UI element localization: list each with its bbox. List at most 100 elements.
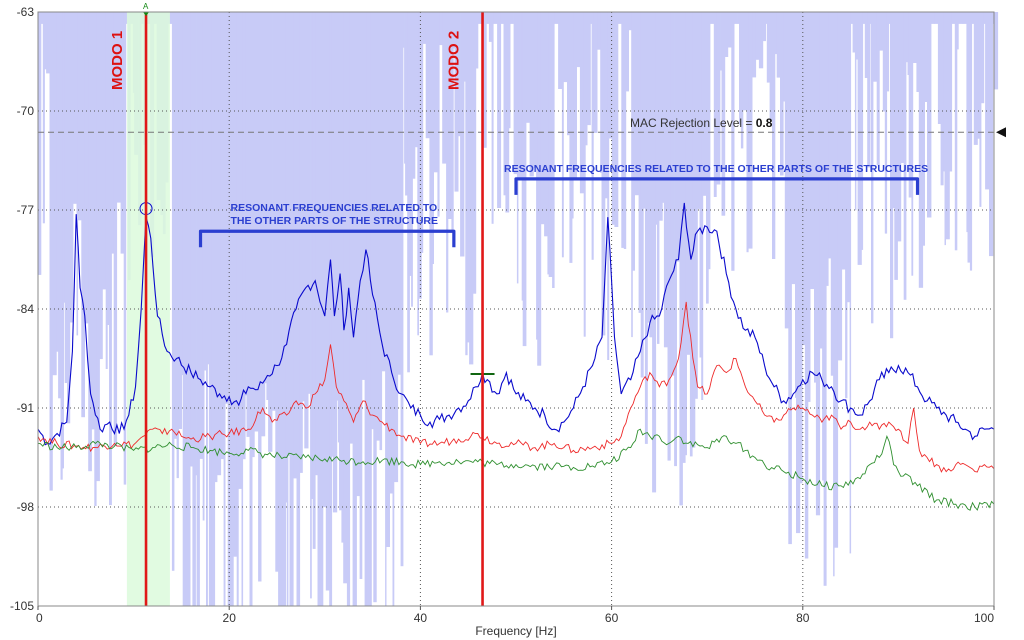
- mac-band-segment: [458, 12, 461, 137]
- mac-band-segment: [667, 12, 671, 461]
- mac-band-segment: [469, 12, 474, 365]
- mac-band-segment: [558, 12, 563, 89]
- mac-band-segment: [769, 12, 773, 121]
- series-blue-line: [37, 202, 995, 446]
- mac-band-segment: [713, 12, 717, 197]
- mac-band-segment: [621, 12, 625, 248]
- mac-band-segment: [393, 12, 399, 483]
- mac-band-segment: [63, 12, 66, 303]
- mac-band-segment: [77, 12, 82, 221]
- mac-band-segment: [655, 12, 658, 225]
- mac-band-segment: [943, 12, 945, 172]
- mac-band-segment: [202, 12, 205, 521]
- mac-band-segment: [706, 12, 709, 304]
- mac-band-segment: [223, 12, 226, 606]
- mac-band-segment: [439, 12, 443, 46]
- mac-band-segment: [864, 12, 868, 78]
- mac-band-segment: [830, 12, 834, 376]
- mac-band-segment: [81, 12, 85, 418]
- mac-band-segment: [261, 12, 266, 437]
- mode-lines-layer: MODO 1 MODO 2 A: [109, 2, 484, 606]
- mac-band-segment: [826, 12, 829, 286]
- mac-band-segment: [985, 12, 990, 190]
- mac-band-segment: [796, 12, 801, 534]
- mac-band-segment: [52, 12, 57, 376]
- mac-band-segment: [217, 12, 222, 476]
- mac-band-segment: [628, 12, 632, 31]
- mac-band-segment: [828, 12, 832, 259]
- mac-band-segment: [472, 12, 477, 294]
- mac-band-segment: [788, 12, 792, 545]
- mac-band-segment: [625, 12, 629, 92]
- mac-band-segment: [658, 12, 663, 221]
- mac-band-segment: [822, 12, 824, 481]
- mac-band-segment: [312, 12, 316, 549]
- mac-band-segment: [614, 12, 619, 227]
- mac-band-segment: [983, 12, 986, 24]
- mac-band-segment: [123, 12, 127, 485]
- mac-band-segment: [861, 12, 864, 250]
- mac-band-segment: [670, 12, 675, 376]
- mac-band-segment: [60, 12, 63, 480]
- mac-band-segment: [916, 12, 920, 92]
- mac-band-segment: [447, 12, 452, 219]
- mac-band-segment: [242, 12, 246, 460]
- mac-band-segment: [518, 12, 523, 180]
- mac-band-segment: [403, 12, 405, 48]
- mac-band-segment: [808, 12, 811, 402]
- mac-rejection-pointer-icon: [996, 127, 1006, 138]
- annotation-1-text-line: THE OTHER PARTS OF THE STRUCTURE: [231, 215, 438, 227]
- mac-band-segment: [62, 12, 64, 469]
- mac-band-segment: [289, 12, 294, 606]
- mac-band-segment: [464, 12, 466, 82]
- mac-band-segment: [552, 12, 555, 288]
- mac-band-segment: [397, 12, 401, 375]
- mac-band-segment: [847, 12, 850, 303]
- mac-band-segment: [229, 12, 234, 606]
- mac-band-segment: [873, 12, 878, 82]
- mac-band-segment: [500, 12, 504, 24]
- mac-band-segment: [886, 12, 890, 92]
- mac-band-segment: [931, 12, 935, 24]
- mac-band-segment: [989, 12, 994, 257]
- mac-band-segment: [879, 12, 884, 51]
- mac-band-segment: [211, 12, 216, 606]
- mac-band-segment: [958, 12, 963, 24]
- mac-band-segment: [699, 12, 702, 358]
- mac-band-segment: [181, 12, 184, 376]
- mac-band-segment: [168, 12, 173, 24]
- cursor-marker-icon: [143, 12, 150, 16]
- mac-band-segment: [649, 12, 653, 338]
- mac-band-segment: [99, 12, 103, 360]
- mac-band-segment: [96, 12, 100, 482]
- x-tick-label: 40: [414, 611, 428, 625]
- mac-band-segment: [349, 12, 353, 444]
- mac-band-segment: [890, 12, 894, 339]
- mac-band-segment: [918, 12, 924, 288]
- mac-band-segment: [795, 12, 797, 398]
- mac-rejection-label: MAC Rejection Level = 0.8: [630, 116, 773, 130]
- mac-band-segment: [907, 12, 910, 75]
- mac-band-segment: [963, 12, 967, 24]
- mac-band-segment: [493, 12, 498, 24]
- mac-band-segment: [238, 12, 242, 489]
- mac-band-segment: [386, 12, 390, 547]
- annotation-2-text-line: RESONANT FREQUENCIES RELATED TO THE OTHE…: [504, 163, 928, 175]
- mac-band-segment: [740, 12, 744, 149]
- mac-band-segment: [591, 12, 594, 260]
- mac-band-segment: [195, 12, 197, 476]
- mac-band-segment: [332, 12, 338, 513]
- mac-band-segment: [971, 12, 975, 24]
- series-red-line: [37, 301, 995, 473]
- mac-band-segment: [922, 12, 925, 246]
- mac-band-segment: [765, 12, 768, 24]
- y-tick-label: -77: [17, 203, 35, 217]
- mac-band-segment: [446, 12, 449, 313]
- mac-band-segment: [956, 12, 959, 50]
- mac-band-segment: [486, 12, 490, 24]
- mac-band-segment: [608, 12, 613, 139]
- mac-band-segment: [791, 12, 796, 285]
- mac-band-segment: [325, 12, 330, 591]
- mac-band-segment: [682, 12, 686, 463]
